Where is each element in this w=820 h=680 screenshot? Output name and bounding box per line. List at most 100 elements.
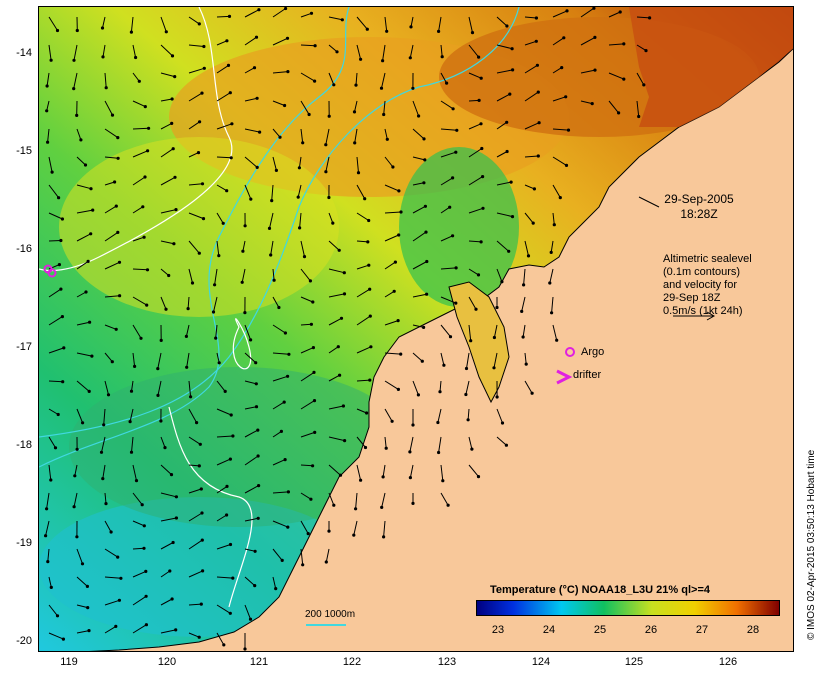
velocity-arrow <box>412 182 424 186</box>
velocity-arrow-head <box>197 22 201 26</box>
velocity-arrow <box>496 69 513 74</box>
velocity-arrow-head <box>75 535 79 539</box>
velocity-arrow <box>328 436 345 442</box>
velocity-arrow-head <box>298 226 302 230</box>
velocity-arrow-head <box>511 68 515 72</box>
velocity-arrow-head <box>198 120 202 124</box>
velocity-arrow <box>496 121 507 130</box>
velocity-arrow <box>412 352 423 362</box>
velocity-arrow <box>383 520 386 537</box>
velocity-arrow-head <box>254 382 258 386</box>
velocity-arrow <box>104 548 118 558</box>
velocity-arrow-head <box>197 251 201 255</box>
velocity-arrow <box>216 15 230 18</box>
velocity-arrow <box>580 36 596 46</box>
velocity-arrow <box>496 181 512 186</box>
velocity-arrow <box>188 436 201 445</box>
velocity-arrow-head <box>283 331 287 335</box>
velocity-arrow-head <box>45 84 49 88</box>
velocity-arrow-head <box>73 474 77 478</box>
velocity-arrow <box>188 539 203 550</box>
velocity-arrow-head <box>549 250 553 254</box>
velocity-arrow-head <box>173 175 177 179</box>
velocity-arrow <box>216 123 233 130</box>
velocity-arrow <box>328 268 345 274</box>
velocity-arrow-head <box>448 205 452 209</box>
velocity-arrow <box>328 317 342 326</box>
velocity-arrow-head <box>301 141 305 145</box>
drifter-marker[interactable] <box>556 369 573 385</box>
velocity-arrow-head <box>354 507 358 511</box>
velocity-arrow-head <box>86 606 90 610</box>
velocity-arrow <box>496 212 513 218</box>
velocity-arrow-head <box>495 395 499 399</box>
velocity-arrow <box>468 16 473 33</box>
velocity-arrow-head <box>230 122 234 126</box>
yellow-patch <box>59 137 339 317</box>
velocity-arrow <box>132 464 137 481</box>
velocity-arrow-head <box>417 114 421 118</box>
velocity-arrow <box>244 156 258 168</box>
velocity-arrow-head <box>560 66 564 70</box>
velocity-arrow-head <box>62 346 66 350</box>
velocity-arrow-head <box>286 374 290 378</box>
velocity-arrow-head <box>142 546 146 550</box>
lat-label-17: -17 <box>16 341 32 353</box>
argo-marker-west-2[interactable] <box>47 268 57 278</box>
velocity-arrow-head <box>311 346 315 350</box>
velocity-arrow <box>188 212 204 220</box>
velocity-arrow <box>48 240 61 242</box>
velocity-arrow <box>132 547 145 550</box>
sst-map[interactable]: 29-Sep-2005 18:28Z Altimetric sealevel (… <box>38 6 794 652</box>
velocity-arrow <box>48 16 58 31</box>
velocity-arrow-head <box>399 352 403 356</box>
velocity-arrow <box>384 352 401 355</box>
velocity-arrow-head <box>445 81 449 85</box>
velocity-arrow-head <box>170 597 174 601</box>
velocity-arrow-head <box>536 90 540 94</box>
velocity-arrow-head <box>534 16 538 20</box>
velocity-arrow-head <box>365 411 369 415</box>
velocity-arrow <box>272 296 280 308</box>
velocity-arrow-head <box>256 454 260 458</box>
velocity-arrow-head <box>367 218 371 223</box>
velocity-arrow-head <box>352 533 356 537</box>
velocity-arrow <box>45 520 50 536</box>
velocity-arrow <box>160 209 177 214</box>
velocity-arrow-head <box>274 587 278 591</box>
velocity-arrow <box>132 150 148 158</box>
velocity-arrow-head <box>286 490 290 494</box>
velocity-arrow-head <box>558 196 562 200</box>
velocity-arrow-head <box>156 393 160 397</box>
velocity-arrow-head <box>229 413 233 417</box>
velocity-arrow <box>298 156 302 168</box>
velocity-arrow-head <box>156 367 160 371</box>
velocity-arrow <box>132 352 136 367</box>
velocity-arrow-head <box>50 170 54 174</box>
velocity-arrow <box>244 36 257 46</box>
velocity-arrow-head <box>359 57 363 61</box>
velocity-arrow <box>328 16 343 21</box>
velocity-arrow <box>132 595 147 606</box>
argo-marker[interactable] <box>565 347 575 357</box>
velocity-arrow-head <box>241 249 245 253</box>
velocity-arrow-head <box>593 35 597 39</box>
velocity-arrow-head <box>396 319 400 323</box>
velocity-arrow-head <box>279 429 283 433</box>
velocity-arrow <box>524 240 529 257</box>
velocity-arrow <box>270 240 274 256</box>
velocity-arrow <box>412 261 428 270</box>
velocity-arrow-head <box>134 479 139 483</box>
velocity-arrow-head <box>164 30 168 34</box>
velocity-arrow <box>440 151 456 158</box>
velocity-arrow-head <box>312 370 316 374</box>
velocity-arrow-head <box>116 136 120 140</box>
velocity-arrow-head <box>307 112 311 117</box>
velocity-arrow <box>129 408 134 422</box>
velocity-arrow <box>412 205 426 214</box>
velocity-arrow-head <box>381 59 385 63</box>
velocity-arrow <box>636 100 640 117</box>
velocity-arrow-head <box>114 624 118 629</box>
velocity-arrow <box>550 240 554 253</box>
velocity-arrow <box>216 64 229 74</box>
